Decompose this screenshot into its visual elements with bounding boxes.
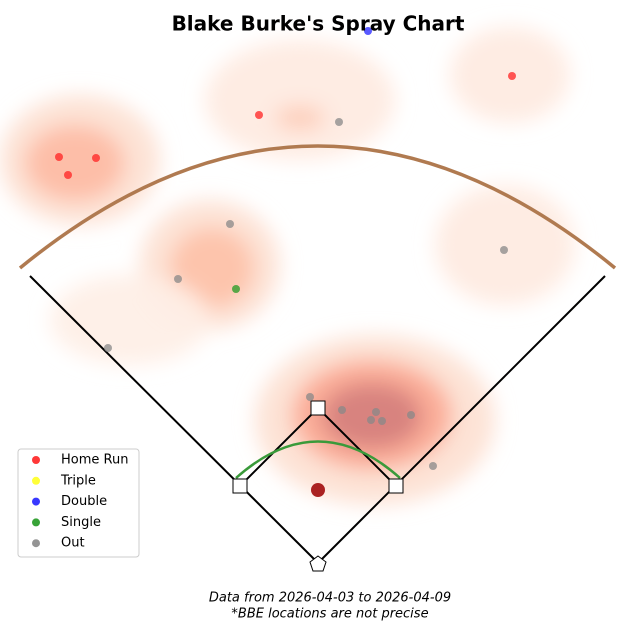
point <box>407 411 415 419</box>
legend-marker <box>32 476 40 485</box>
point <box>338 406 346 414</box>
point <box>104 344 112 352</box>
point <box>174 275 182 283</box>
point <box>508 72 516 80</box>
legend: Home Run Triple Double Single Out <box>17 448 140 558</box>
point <box>364 27 372 35</box>
point <box>372 408 380 416</box>
pitcher-mound <box>311 483 325 497</box>
foul-line <box>317 275 606 564</box>
legend-marker <box>32 518 40 527</box>
point <box>378 417 386 425</box>
legend-label: Single <box>61 515 101 530</box>
point <box>92 154 100 162</box>
second-base <box>310 400 326 416</box>
point <box>55 153 63 161</box>
first-base <box>388 478 404 494</box>
field <box>18 144 617 572</box>
point <box>335 118 343 126</box>
point <box>64 171 72 179</box>
point <box>306 393 314 401</box>
legend-label: Double <box>61 494 107 509</box>
legend-label: Out <box>61 536 85 551</box>
point <box>232 285 240 293</box>
home-plate <box>309 555 327 572</box>
point <box>255 111 263 119</box>
point <box>500 246 508 254</box>
third-base <box>232 478 248 494</box>
density <box>0 27 575 505</box>
legend-marker <box>32 497 40 506</box>
legend-label: Triple <box>60 473 96 488</box>
point <box>226 220 234 228</box>
note: *BBE locations are not precise <box>231 607 428 622</box>
outfield-wall <box>18 144 617 270</box>
legend-marker <box>32 456 40 464</box>
legend-marker <box>32 539 40 548</box>
chart-title: Blake Burke's Spray Chart <box>172 12 465 36</box>
legend-frame <box>17 448 140 558</box>
note: Data from 2026-04-03 to 2026-04-09 <box>209 591 451 606</box>
point <box>429 462 437 470</box>
foul-line <box>29 275 319 564</box>
points <box>55 27 516 470</box>
infield-arc <box>235 440 401 479</box>
point <box>367 416 375 424</box>
legend-label: Home Run <box>61 453 128 468</box>
